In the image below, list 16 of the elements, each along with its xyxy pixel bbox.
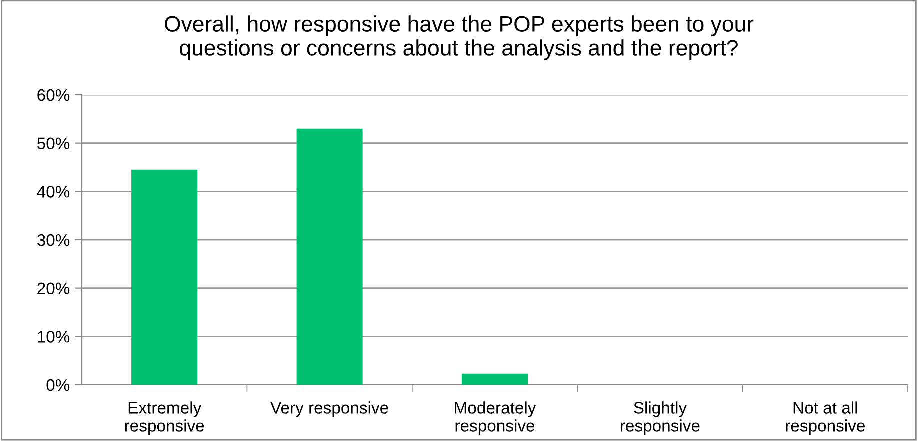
- y-tick-label: 50%: [38, 138, 70, 150]
- y-tick-label: 40%: [37, 186, 70, 198]
- y-tick-label: 60%: [38, 89, 70, 102]
- bar: [132, 170, 198, 385]
- y-tick-label: 0%: [46, 379, 70, 392]
- y-tick-label: 20%: [38, 282, 70, 295]
- y-tick-label: 10%: [38, 331, 70, 343]
- chart-title: Overall, how responsive have the POP experts been to your questions or concerns about the analysis and the report?: [165, 16, 754, 60]
- bar: [462, 374, 528, 385]
- x-tick-label: Slightly responsive: [621, 402, 700, 436]
- bar: [296, 128, 363, 385]
- x-tick-label: Not at all responsive: [786, 402, 865, 436]
- x-tick-label: Moderately responsive: [455, 402, 536, 436]
- x-tick-label: Extremely responsive: [125, 402, 204, 436]
- x-tick-label: Very responsive: [270, 402, 388, 418]
- y-tick-label: 30%: [37, 234, 70, 246]
